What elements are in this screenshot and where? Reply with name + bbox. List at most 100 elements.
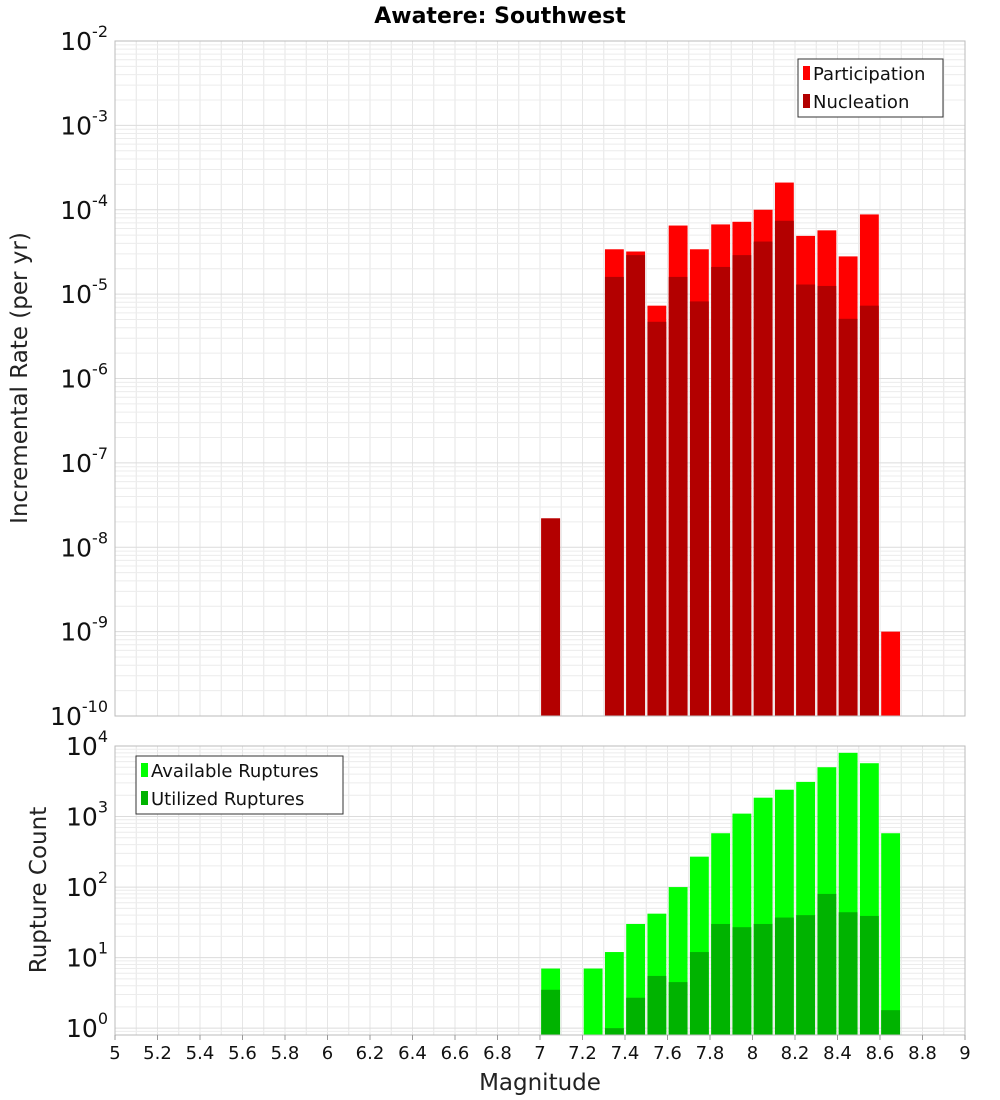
- x-ticks: 5 5.2 5.4 5.6 5.8 6 6.2 6.4 6.6 6.8 7 7.2 7.4 7.6 7.8 8…: [109, 1035, 971, 1064]
- bar-nucleation: [753, 241, 773, 717]
- y-tick-base: 10: [60, 280, 92, 309]
- y-tick-label: 103: [66, 798, 108, 832]
- y-tick-base: 10: [60, 618, 92, 647]
- y-tick-base: 10: [60, 27, 92, 56]
- bar-available-ruptures: [583, 968, 603, 1035]
- bar-utilized-ruptures: [647, 975, 667, 1035]
- legend-label: Available Ruptures: [151, 761, 319, 782]
- x-tick-label: 8: [747, 1043, 758, 1064]
- y-tick-base: 10: [60, 196, 92, 225]
- y-tick-label: 10-9: [60, 613, 108, 647]
- bar-nucleation: [647, 321, 667, 716]
- x-tick-label: 7.2: [568, 1043, 597, 1064]
- bar-utilized-ruptures: [541, 989, 561, 1035]
- chart-title: Awatere: Southwest: [374, 4, 626, 29]
- y-tick-label: 10-8: [60, 528, 108, 562]
- y-tick-exponent: 4: [98, 727, 108, 746]
- bar-nucleation: [689, 301, 709, 716]
- y-tick-label: 10-4: [60, 191, 108, 225]
- y-tick-exponent: -3: [92, 106, 108, 125]
- bottom-legend: Available Ruptures Utilized Ruptures: [135, 755, 344, 815]
- y-tick-exponent: 3: [98, 798, 108, 817]
- y-tick-label: 100: [66, 1009, 108, 1043]
- bar-utilized-ruptures: [604, 1028, 624, 1035]
- x-tick-label: 7.4: [611, 1043, 640, 1064]
- x-tick-label: 8.8: [908, 1043, 937, 1064]
- bar-nucleation: [838, 318, 858, 716]
- y-tick-base: 10: [66, 944, 98, 973]
- x-tick-label: 9: [959, 1043, 970, 1064]
- x-tick-label: 7.6: [653, 1043, 682, 1064]
- y-tick-label: 10-5: [60, 275, 108, 309]
- bar-nucleation: [732, 255, 752, 717]
- y-tick-label: 10-6: [60, 360, 108, 394]
- y-tick-exponent: -8: [92, 528, 108, 547]
- x-tick-label: 6.2: [356, 1043, 385, 1064]
- y-tick-label: 102: [66, 868, 108, 902]
- legend-box: [135, 755, 344, 815]
- legend-swatch: [803, 66, 810, 80]
- legend-label: Participation: [813, 64, 925, 85]
- y-tick-exponent: -4: [92, 191, 108, 210]
- bar-utilized-ruptures: [859, 915, 879, 1035]
- bar-nucleation: [774, 220, 794, 716]
- bar-nucleation: [541, 518, 561, 716]
- bar-utilized-ruptures: [626, 997, 646, 1035]
- x-tick-label: 6: [322, 1043, 333, 1064]
- bar-available-ruptures: [881, 833, 901, 1035]
- bar-nucleation: [711, 266, 731, 716]
- bottom-bars: [541, 752, 901, 1035]
- bar-nucleation: [604, 276, 624, 716]
- top-bars: [541, 182, 901, 717]
- bar-utilized-ruptures: [711, 923, 731, 1035]
- top-legend: Participation Nucleation: [797, 58, 944, 118]
- bar-nucleation: [817, 285, 837, 716]
- x-tick-label: 6.4: [398, 1043, 427, 1064]
- x-tick-label: 7: [534, 1043, 545, 1064]
- x-tick-label: 6.8: [483, 1043, 512, 1064]
- y-tick-exponent: -9: [92, 613, 108, 632]
- legend-label: Nucleation: [813, 92, 909, 113]
- legend-swatch: [803, 94, 810, 108]
- bottom-y-axis-label: Rupture Count: [26, 807, 52, 973]
- top-grid: [114, 40, 966, 717]
- y-tick-exponent: -6: [92, 360, 108, 379]
- y-tick-exponent: -2: [92, 22, 108, 41]
- bar-utilized-ruptures: [796, 915, 816, 1035]
- y-tick-exponent: 2: [98, 868, 108, 887]
- x-tick-label: 8.4: [823, 1043, 852, 1064]
- y-tick-label: 10-2: [60, 22, 108, 56]
- y-tick-label: 10-7: [60, 444, 108, 478]
- y-tick-base: 10: [66, 732, 98, 761]
- y-tick-base: 10: [60, 365, 92, 394]
- y-tick-base: 10: [50, 702, 82, 731]
- x-tick-label: 5.4: [186, 1043, 215, 1064]
- legend-box: [797, 58, 944, 118]
- y-tick-base: 10: [60, 449, 92, 478]
- bar-utilized-ruptures: [838, 912, 858, 1035]
- y-tick-exponent: -5: [92, 275, 108, 294]
- bar-utilized-ruptures: [689, 952, 709, 1035]
- bar-utilized-ruptures: [774, 917, 794, 1035]
- bar-utilized-ruptures: [753, 923, 773, 1035]
- x-tick-label: 8.2: [781, 1043, 810, 1064]
- x-tick-label: 5.2: [143, 1043, 172, 1064]
- y-tick-base: 10: [60, 111, 92, 140]
- y-tick-exponent: -7: [92, 444, 108, 463]
- y-tick-exponent: 1: [98, 939, 108, 958]
- y-tick-base: 10: [66, 873, 98, 902]
- bar-nucleation: [668, 276, 688, 716]
- legend-swatch: [141, 791, 148, 805]
- y-tick-exponent: 0: [98, 1009, 108, 1028]
- legend-swatch: [141, 763, 148, 777]
- y-tick-label: 10-3: [60, 106, 108, 140]
- bar-utilized-ruptures: [881, 1010, 901, 1035]
- top-plot-frame: [114, 40, 966, 717]
- bar-nucleation: [796, 284, 816, 716]
- y-tick-exponent: -10: [82, 697, 108, 716]
- bar-nucleation: [859, 305, 879, 716]
- y-tick-base: 10: [66, 803, 98, 832]
